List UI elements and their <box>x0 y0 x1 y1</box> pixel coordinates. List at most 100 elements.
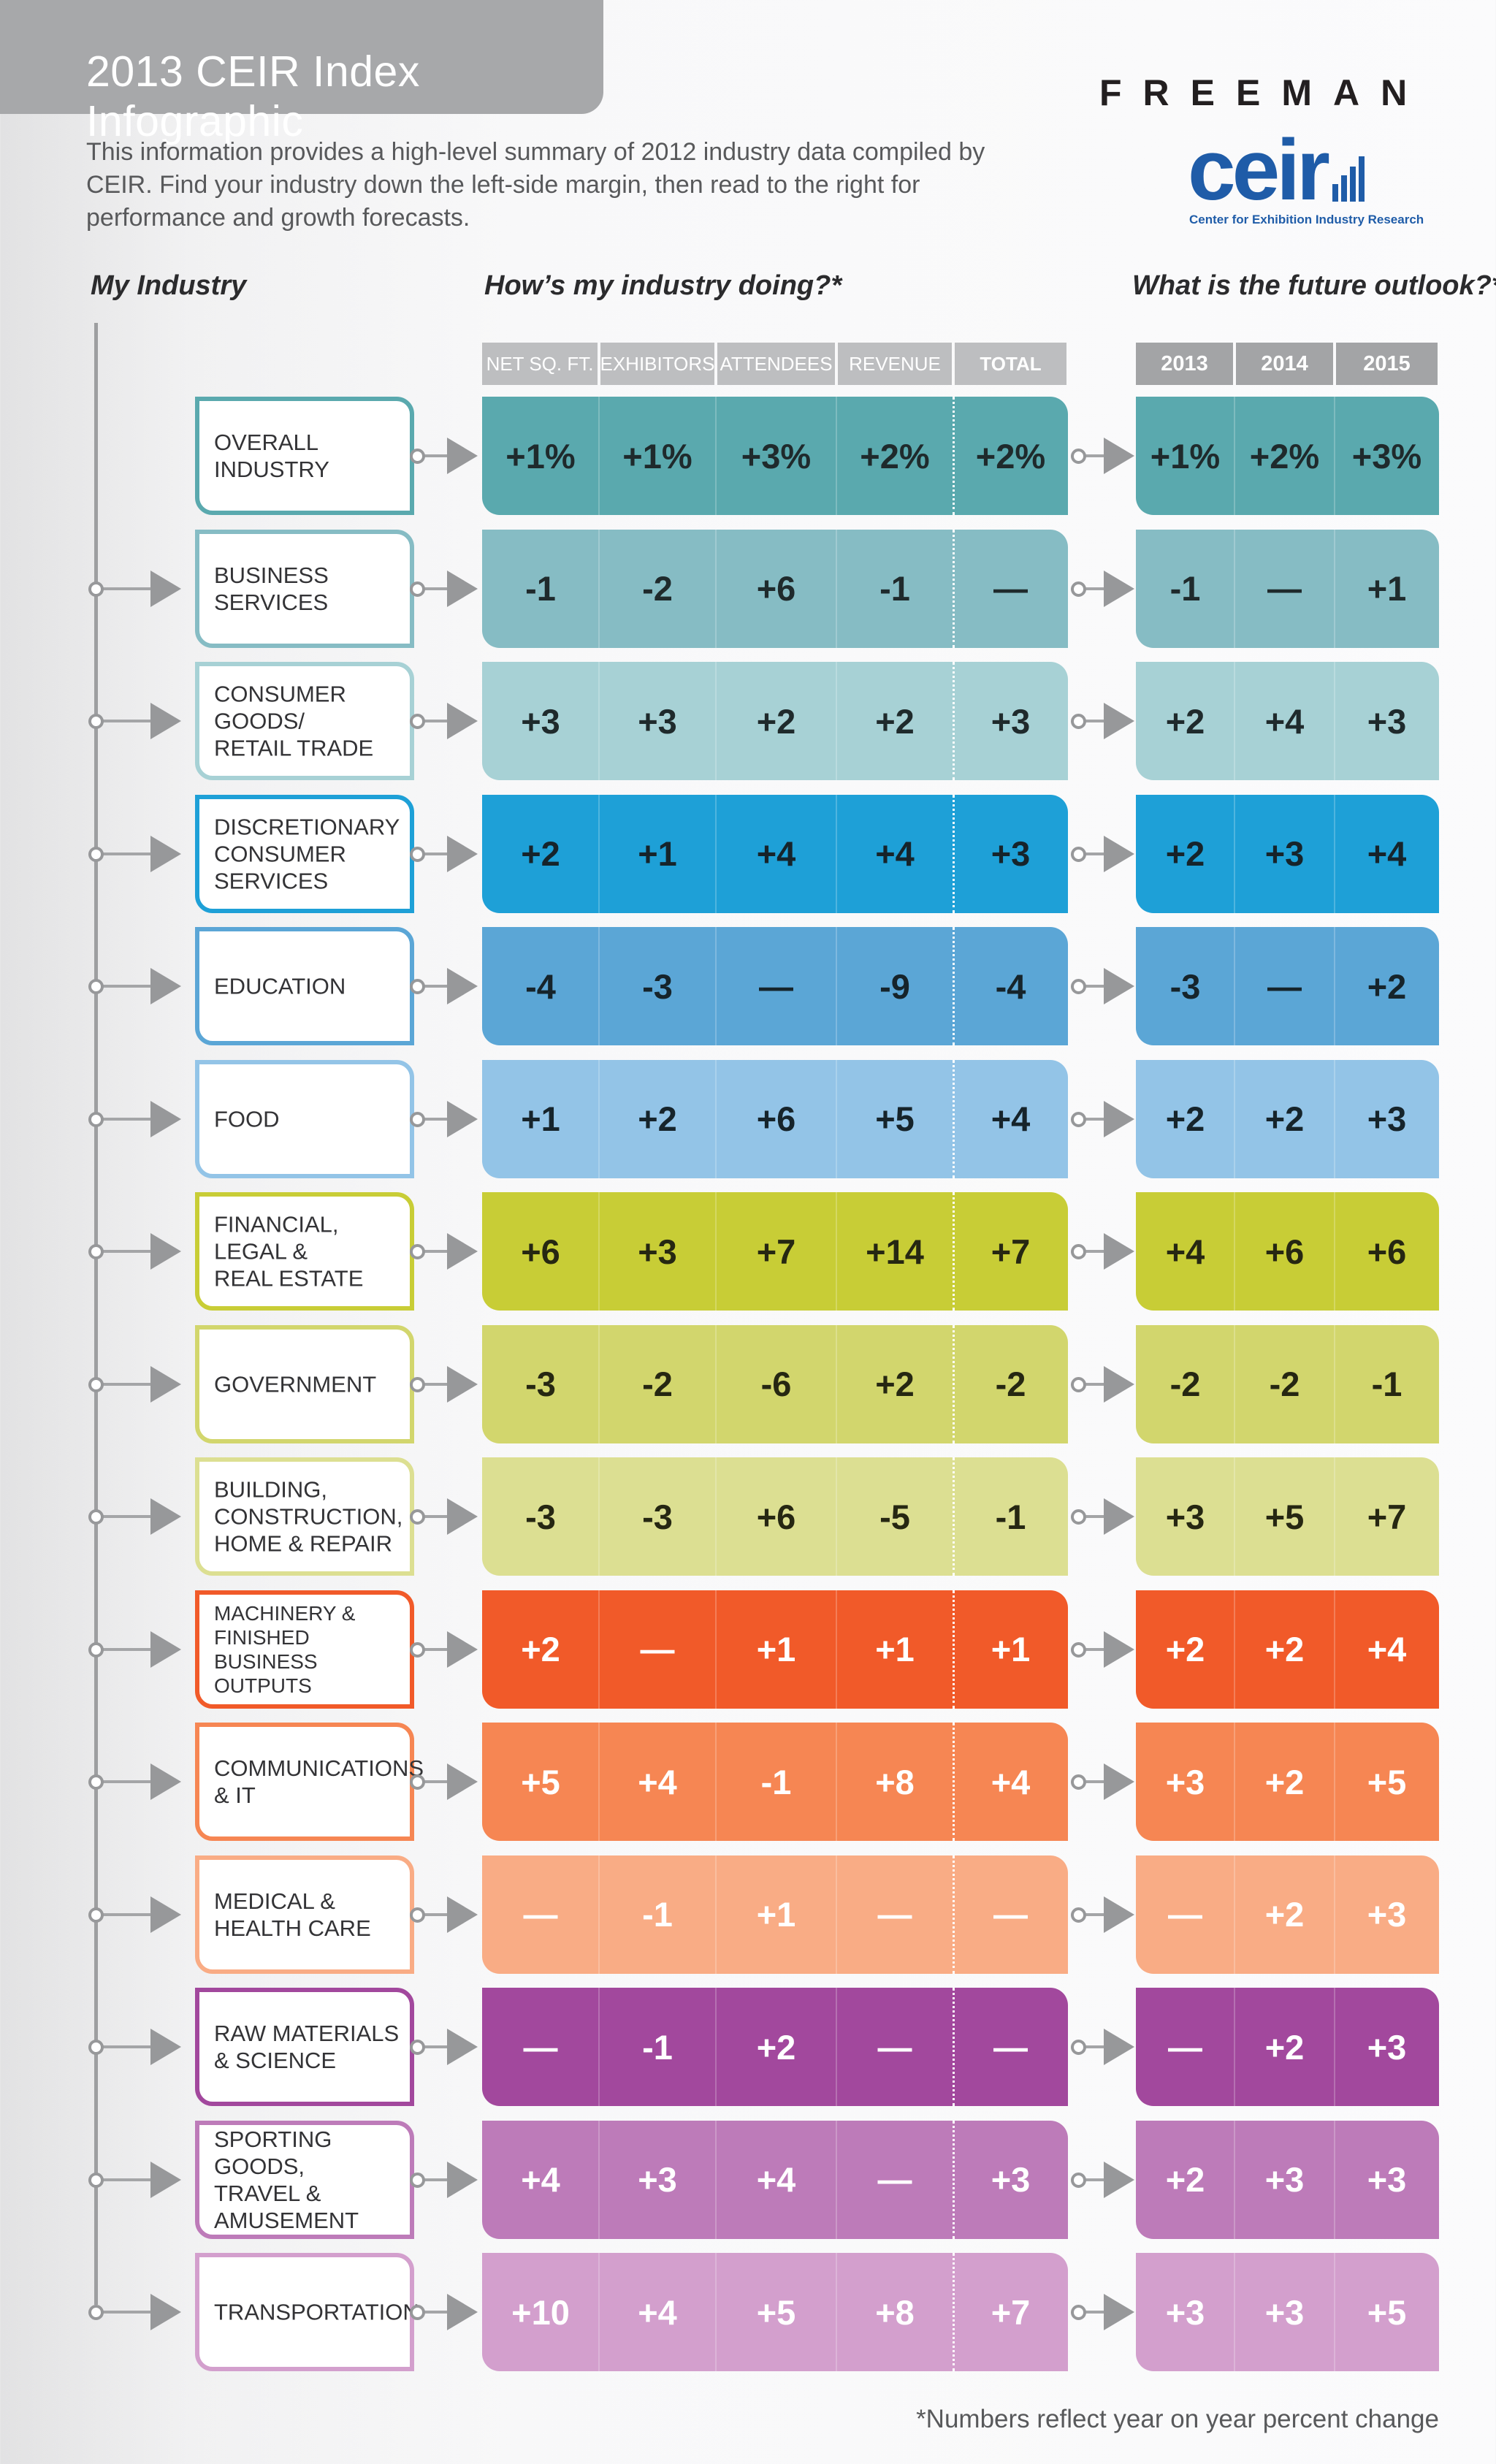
connector-dot <box>1071 2305 1086 2320</box>
forecast-connector <box>1081 985 1110 988</box>
value-net-sq-ft: +10 <box>511 2292 570 2332</box>
column-divider <box>1234 1855 1235 1974</box>
forecast-value-2014: +3 <box>1264 834 1305 873</box>
column-divider <box>598 2120 600 2239</box>
connector-dot <box>410 1907 425 1923</box>
arrow-right-icon <box>150 2294 181 2330</box>
value-net-sq-ft: — <box>523 1895 558 1934</box>
value-revenue: +8 <box>875 1762 915 1801</box>
value-exhibitors: -1 <box>642 2027 673 2067</box>
industry-card: MACHINERY & FINISHED BUSINESS OUTPUTS <box>195 1590 414 1709</box>
forecast-value-2013: -3 <box>1169 966 1201 1006</box>
column-divider <box>836 1192 837 1311</box>
value-exhibitors: +3 <box>638 1232 677 1271</box>
footnote: *Numbers reflect year on year percent ch… <box>916 2405 1439 2433</box>
arrow-right-icon <box>447 703 478 739</box>
forecast-value-2014: +2 <box>1264 1099 1305 1138</box>
column-divider <box>715 1855 717 1974</box>
value-net-sq-ft: +1 <box>521 1099 560 1138</box>
connector-dot <box>1071 1509 1086 1525</box>
arrow-right-icon <box>1104 1100 1134 1137</box>
value-exhibitors: -1 <box>642 1895 673 1934</box>
value-attendees: +6 <box>756 1099 796 1138</box>
industry-card: BUSINESS SERVICES <box>195 529 414 648</box>
arrow-right-icon <box>150 703 181 739</box>
column-divider <box>836 529 837 648</box>
value-exhibitors: -3 <box>642 966 673 1006</box>
row-connector <box>420 1780 449 1783</box>
column-divider <box>598 1855 600 1974</box>
forecast-connector <box>1081 1780 1110 1783</box>
connector-dot <box>410 846 425 862</box>
column-divider <box>598 529 600 648</box>
connector-dot <box>1071 1244 1086 1259</box>
spine-connector <box>96 852 154 855</box>
column-divider <box>953 1723 955 1841</box>
row-connector <box>420 1117 449 1121</box>
value-revenue: +2 <box>875 701 915 741</box>
forecast-band: -2 -2 -1 <box>1136 1324 1439 1443</box>
performance-band: -1 -2 +6 -1 — <box>482 529 1068 648</box>
column-divider <box>1234 662 1235 780</box>
column-header-4: TOTAL <box>955 343 1066 385</box>
forecast-value-2013: +2 <box>1165 1099 1205 1138</box>
value-exhibitors: +4 <box>638 2292 677 2332</box>
connector-dot <box>410 2040 425 2055</box>
value-net-sq-ft: +6 <box>521 1232 560 1271</box>
arrow-right-icon <box>447 2161 478 2198</box>
value-revenue: +2 <box>875 1365 915 1403</box>
forecast-band: — +2 +3 <box>1136 1988 1439 2106</box>
column-divider <box>836 1988 837 2106</box>
spine-connector <box>96 1117 154 1121</box>
connector-dot <box>1071 2172 1086 2188</box>
column-divider <box>1234 529 1235 648</box>
value-attendees: +1 <box>756 1630 796 1668</box>
column-header-3: REVENUE <box>838 343 952 385</box>
value-revenue: — <box>877 2160 912 2199</box>
value-exhibitors: -2 <box>642 569 673 608</box>
forecast-band: +4 +6 +6 <box>1136 1192 1439 1311</box>
industry-card: BUILDING, CONSTRUCTION, HOME & REPAIR <box>195 1457 414 1576</box>
value-total: +2% <box>975 436 1046 476</box>
connector-dot <box>410 1244 425 1259</box>
arrow-right-icon <box>1104 1896 1134 1933</box>
connector-dot <box>410 449 425 464</box>
bar-chart-icon <box>1332 156 1365 202</box>
column-header-2: ATTENDEES <box>717 343 835 385</box>
column-divider <box>836 2120 837 2239</box>
forecast-value-2015: +7 <box>1367 1497 1407 1536</box>
column-divider <box>1334 397 1335 515</box>
industry-label: FINANCIAL, LEGAL & REAL ESTATE <box>214 1211 364 1292</box>
industry-card: OVERALL INDUSTRY <box>195 397 414 515</box>
industry-label: EDUCATION <box>214 973 346 999</box>
column-divider <box>715 662 717 780</box>
connector-dot <box>1071 1774 1086 1790</box>
industry-label: SPORTING GOODS, TRAVEL & AMUSEMENT <box>214 2126 359 2233</box>
column-divider <box>953 1192 955 1311</box>
column-divider <box>715 397 717 515</box>
arrow-right-icon <box>150 1100 181 1137</box>
spine-node-dot <box>88 2305 104 2320</box>
arrow-right-icon <box>1104 835 1134 872</box>
forecast-band: +2 +3 +3 <box>1136 2120 1439 2239</box>
value-exhibitors: +1% <box>622 436 692 476</box>
industry-label: GOVERNMENT <box>214 1371 377 1397</box>
connector-dot <box>1071 1111 1086 1127</box>
column-divider <box>598 662 600 780</box>
value-net-sq-ft: +5 <box>521 1762 560 1801</box>
value-total: +4 <box>991 1099 1031 1138</box>
value-net-sq-ft: +3 <box>521 701 560 741</box>
column-divider <box>598 1988 600 2106</box>
column-divider <box>1334 1059 1335 1178</box>
value-total: +7 <box>991 1232 1031 1271</box>
spine-connector <box>96 1647 154 1651</box>
industry-card: MEDICAL & HEALTH CARE <box>195 1855 414 1974</box>
arrow-right-icon <box>447 1100 478 1137</box>
column-divider <box>598 397 600 515</box>
value-net-sq-ft: -3 <box>525 1497 556 1536</box>
forecast-connector <box>1081 1117 1110 1121</box>
column-divider <box>953 1590 955 1709</box>
column-divider <box>953 397 955 515</box>
row-connector <box>420 1382 449 1386</box>
connector-dot <box>1071 1376 1086 1392</box>
